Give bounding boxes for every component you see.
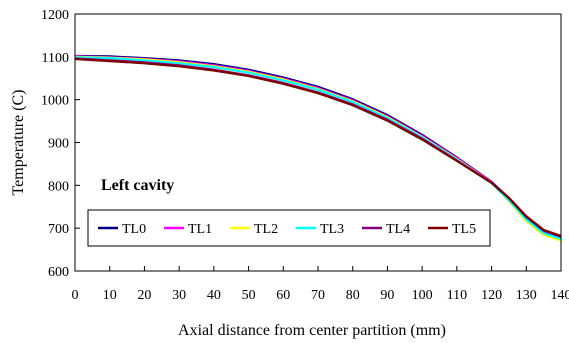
y-tick-label: 700 xyxy=(48,222,69,237)
x-tick-label: 0 xyxy=(72,288,79,303)
y-axis-ticks: 600 700 800 900 1000 1100 1200 xyxy=(41,8,80,280)
x-tick-label: 110 xyxy=(447,288,467,303)
annotation-left-cavity: Left cavity xyxy=(101,177,174,194)
x-tick-label: 70 xyxy=(311,288,325,303)
legend-label-tl2: TL2 xyxy=(254,222,278,237)
legend-label-tl1: TL1 xyxy=(188,222,212,237)
legend-label-tl3: TL3 xyxy=(320,222,344,237)
y-tick-label: 1100 xyxy=(42,51,69,66)
series-lines xyxy=(74,54,562,242)
x-tick-label: 80 xyxy=(346,288,360,303)
y-axis-title: Temperature (C) xyxy=(10,90,27,196)
y-tick-label: 1000 xyxy=(41,94,69,109)
y-tick-label: 1200 xyxy=(41,8,69,23)
x-tick-label: 60 xyxy=(276,288,290,303)
x-tick-label: 30 xyxy=(172,288,186,303)
legend: TL0 TL1 TL2 TL3 TL4 TL5 xyxy=(87,209,491,247)
x-tick-label: 10 xyxy=(103,288,117,303)
x-tick-label: 40 xyxy=(207,288,221,303)
plot-area-frame xyxy=(74,13,562,272)
x-tick-label: 100 xyxy=(412,288,433,303)
x-tick-label: 130 xyxy=(516,288,537,303)
y-tick-label: 800 xyxy=(48,179,69,194)
x-tick-label: 20 xyxy=(137,288,151,303)
y-tick-label: 600 xyxy=(48,265,69,280)
x-tick-label: 140 xyxy=(551,288,569,303)
y-tick-label: 900 xyxy=(48,137,69,152)
x-tick-label: 50 xyxy=(242,288,256,303)
x-tick-label: 120 xyxy=(481,288,502,303)
series-line-tl3 xyxy=(74,56,562,240)
series-line-tl5 xyxy=(74,57,562,237)
legend-label-tl0: TL0 xyxy=(122,222,146,237)
legend-label-tl5: TL5 xyxy=(452,222,476,237)
x-axis-title: Axial distance from center partition (mm… xyxy=(178,322,446,339)
legend-box xyxy=(87,209,491,247)
x-axis-ticks: 0 10 20 30 40 50 60 70 80 90 100 110 120 130 140 xyxy=(72,266,569,303)
legend-label-tl4: TL4 xyxy=(386,222,410,237)
x-tick-label: 90 xyxy=(380,288,394,303)
